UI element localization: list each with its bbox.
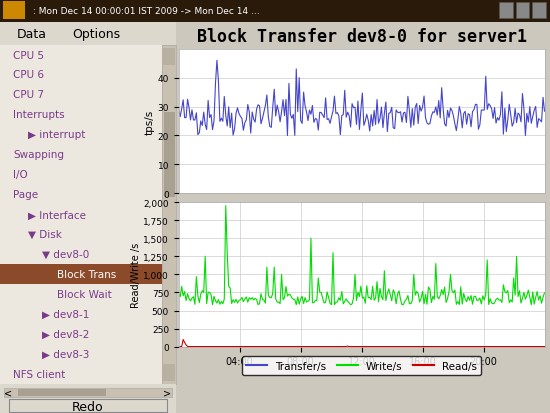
Write/s — [324, 290, 331, 295]
Read/s — [175, 344, 182, 349]
Text: ▼ Disk: ▼ Disk — [28, 230, 62, 240]
Y-axis label: Read/Write /s: Read/Write /s — [130, 242, 140, 307]
Text: >: > — [163, 388, 170, 398]
Text: Block Wait: Block Wait — [57, 290, 112, 299]
Text: I/O: I/O — [13, 170, 28, 180]
Legend: Transfer/s, Write/s, Read/s: Transfer/s, Write/s, Read/s — [242, 356, 481, 375]
Text: ▶ Interface: ▶ Interface — [28, 210, 86, 220]
Bar — [499, 3, 513, 19]
Read/s — [328, 344, 335, 349]
Text: ▶ dev8-3: ▶ dev8-3 — [42, 349, 90, 359]
Text: Options: Options — [73, 28, 121, 40]
Text: ▼ dev8-0: ▼ dev8-0 — [42, 249, 90, 260]
Read/s — [388, 344, 395, 349]
Text: CPU 6: CPU 6 — [13, 70, 44, 80]
Text: CPU 7: CPU 7 — [13, 90, 44, 100]
Bar — [164, 113, 175, 198]
Bar — [3, 388, 173, 397]
Y-axis label: tps/s: tps/s — [145, 109, 155, 134]
Bar — [3, 2, 25, 21]
Text: : Mon Dec 14 00:00:01 IST 2009 -> Mon Dec 14 ...: : Mon Dec 14 00:00:01 IST 2009 -> Mon De… — [33, 7, 260, 16]
Bar — [532, 3, 546, 19]
Bar — [163, 364, 175, 381]
Line: Write/s: Write/s — [179, 206, 544, 305]
Read/s — [180, 337, 186, 342]
Write/s — [530, 290, 536, 295]
Text: Redo: Redo — [72, 400, 104, 413]
Bar — [516, 3, 529, 19]
Line: Read/s: Read/s — [179, 340, 544, 347]
Text: Data: Data — [16, 28, 47, 40]
Text: ▶ dev8-1: ▶ dev8-1 — [42, 309, 90, 319]
Text: Block Trans: Block Trans — [57, 270, 116, 280]
Text: Interrupts: Interrupts — [13, 110, 64, 120]
Write/s — [237, 297, 244, 302]
Text: <: < — [3, 388, 12, 398]
Write/s — [431, 297, 438, 302]
Write/s — [328, 302, 335, 307]
Read/s — [324, 344, 331, 349]
Read/s — [430, 344, 436, 349]
Write/s — [541, 291, 548, 296]
Text: CPU 5: CPU 5 — [13, 50, 44, 60]
Write/s — [222, 204, 229, 209]
Write/s — [175, 292, 182, 297]
Write/s — [399, 303, 405, 308]
Read/s — [237, 344, 244, 349]
Text: Page: Page — [13, 190, 38, 200]
Write/s — [388, 299, 395, 304]
Read/s — [541, 344, 548, 349]
Text: Swapping: Swapping — [13, 150, 64, 160]
Text: Block Transfer dev8-0 for server1: Block Transfer dev8-0 for server1 — [197, 28, 527, 45]
Text: ▶ interrupt: ▶ interrupt — [28, 130, 85, 140]
Bar — [163, 49, 175, 66]
Bar — [0, 265, 162, 285]
Bar — [9, 399, 167, 413]
Read/s — [528, 344, 535, 349]
Text: ▶ dev8-2: ▶ dev8-2 — [42, 329, 90, 339]
Bar — [18, 389, 106, 396]
Text: NFS client: NFS client — [13, 369, 65, 379]
